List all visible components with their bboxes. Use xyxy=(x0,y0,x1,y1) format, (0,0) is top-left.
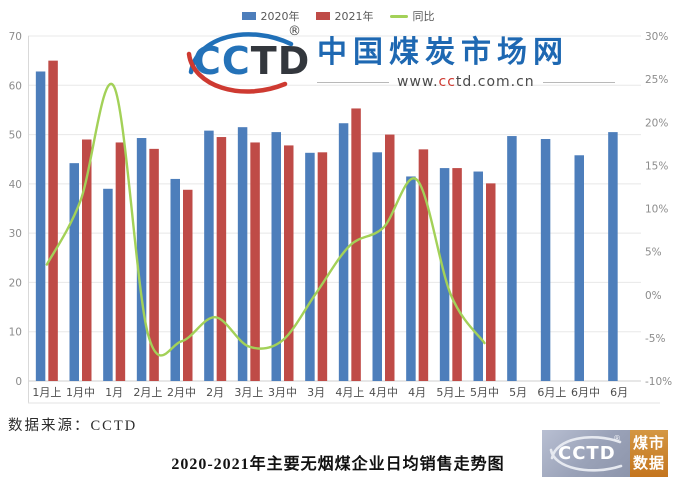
bar-2020年-6月中 xyxy=(574,155,584,381)
legend-label: 同比 xyxy=(412,10,435,23)
x-axis-tick: 5月中 xyxy=(470,386,499,399)
legend-swatch xyxy=(241,12,256,20)
legend-swatch xyxy=(315,12,330,20)
yoy-line-同比 xyxy=(45,82,486,357)
legend-swatch xyxy=(389,14,408,18)
x-axis-tick: 2月中 xyxy=(167,386,196,399)
x-axis-tick: 3月中 xyxy=(268,386,297,399)
cctd-coal-data-badge: CCTD ® 煤市 数据 xyxy=(542,430,668,477)
bar-2020年-3月中 xyxy=(271,132,281,381)
bar-2020年-6月 xyxy=(608,132,618,381)
badge-label-line2: 数据 xyxy=(632,453,665,472)
y-axis-tick-left: 50 xyxy=(9,130,22,142)
bar-2020年-1月上 xyxy=(35,71,46,381)
y-axis-tick-right: 30% xyxy=(645,31,668,43)
bar-2020年-2月 xyxy=(204,130,214,381)
x-axis-tick: 5月 xyxy=(509,386,527,399)
x-axis-tick: 1月 xyxy=(105,386,123,399)
y-axis-tick-left: 60 xyxy=(9,80,22,92)
bar-2020年-1月中 xyxy=(69,163,79,381)
y-axis-tick-left: 10 xyxy=(9,327,22,339)
badge-registered-mark-icon: ® xyxy=(613,434,621,443)
y-axis-tick-right: 15% xyxy=(645,160,668,172)
bar-2021年-5月上 xyxy=(452,168,462,381)
legend-label: 2021年 xyxy=(334,10,374,23)
x-axis-tick: 4月上 xyxy=(335,386,364,399)
bar-2021年-4月中 xyxy=(385,134,395,381)
data-source-note: 数据来源：CCTD xyxy=(8,418,138,434)
y-axis-tick-left: 70 xyxy=(9,31,22,43)
bar-2021年-4月 xyxy=(418,149,429,381)
x-axis-tick: 2月上 xyxy=(133,386,162,399)
y-axis-tick-right: 25% xyxy=(645,74,668,86)
bar-2020年-5月中 xyxy=(473,171,483,381)
bar-2020年-3月 xyxy=(305,152,315,381)
chart-legend: 2020年 2021年 同比 xyxy=(0,8,676,24)
bar-2021年-3月中 xyxy=(284,145,294,381)
bar-2021年-2月上 xyxy=(149,148,159,381)
chart-title-caption: 2020-2021年主要无烟煤企业日均销售走势图 xyxy=(171,456,505,473)
badge-cctd-logo: CCTD ® xyxy=(542,430,630,477)
x-axis-tick: 5月上 xyxy=(436,386,465,399)
bar-2021年-1月 xyxy=(115,142,126,381)
bar-2021年-2月 xyxy=(216,137,227,381)
x-axis-tick: 6月中 xyxy=(571,386,600,399)
y-axis-tick-right: 0% xyxy=(645,290,662,302)
bar-2020年-2月上 xyxy=(136,138,147,381)
bar-2021年-3月上 xyxy=(250,142,260,381)
badge-logo-arcs xyxy=(549,435,623,472)
bar-2021年-3月 xyxy=(317,152,328,381)
bar-2020年-1月 xyxy=(103,188,113,381)
bar-2020年-4月 xyxy=(406,176,416,381)
badge-coal-data-label: 煤市 数据 xyxy=(630,430,668,477)
x-axis-tick: 4月 xyxy=(408,386,426,399)
badge-label-line1: 煤市 xyxy=(632,434,665,452)
bar-2021年-2月中 xyxy=(183,189,193,381)
bar-2021年-1月中 xyxy=(82,139,92,381)
x-axis-tick: 6月上 xyxy=(537,386,566,399)
legend-label: 2020年 xyxy=(260,10,300,23)
bar-2021年-4月上 xyxy=(351,108,361,381)
x-axis-tick: 6月 xyxy=(610,386,628,399)
x-axis-tick: 3月 xyxy=(307,386,325,399)
legend-item-2021年: 2021年 xyxy=(315,8,374,24)
bar-2020年-2月中 xyxy=(170,178,180,381)
legend-item-2020年: 2020年 xyxy=(241,8,300,24)
legend-item-同比: 同比 xyxy=(389,8,435,24)
x-axis-tick: 2月 xyxy=(206,386,224,399)
bar-2021年-5月中 xyxy=(486,183,496,381)
y-axis-tick-right: 20% xyxy=(645,117,668,129)
bar-2020年-6月上 xyxy=(540,139,551,381)
x-axis-tick: 3月上 xyxy=(234,386,263,399)
y-axis-tick-right: -5% xyxy=(645,333,665,345)
y-axis-tick-right: 5% xyxy=(645,247,662,259)
bar-2020年-5月 xyxy=(507,136,517,381)
y-axis-tick-right: -10% xyxy=(645,376,672,388)
chart-plot: 0 10 20 30 40 50 60 70 -10% -5% 0% 5% 10% 15% 20% 25% 30… xyxy=(9,31,672,404)
y-axis-tick-right: 10% xyxy=(645,204,668,216)
x-axis-tick: 1月上 xyxy=(32,386,61,399)
y-axis-tick-left: 20 xyxy=(9,277,22,289)
bar-2021年-1月上 xyxy=(48,60,58,382)
bar-2020年-3月上 xyxy=(237,127,248,381)
x-axis-tick: 4月中 xyxy=(369,386,398,399)
y-axis-tick-left: 0 xyxy=(15,376,22,388)
y-axis-tick-left: 40 xyxy=(9,179,22,191)
y-axis-tick-left: 30 xyxy=(9,228,22,240)
badge-logo-letters: CCTD xyxy=(558,443,616,464)
bar-2020年-4月中 xyxy=(372,152,382,381)
x-axis-tick: 1月中 xyxy=(66,386,95,399)
